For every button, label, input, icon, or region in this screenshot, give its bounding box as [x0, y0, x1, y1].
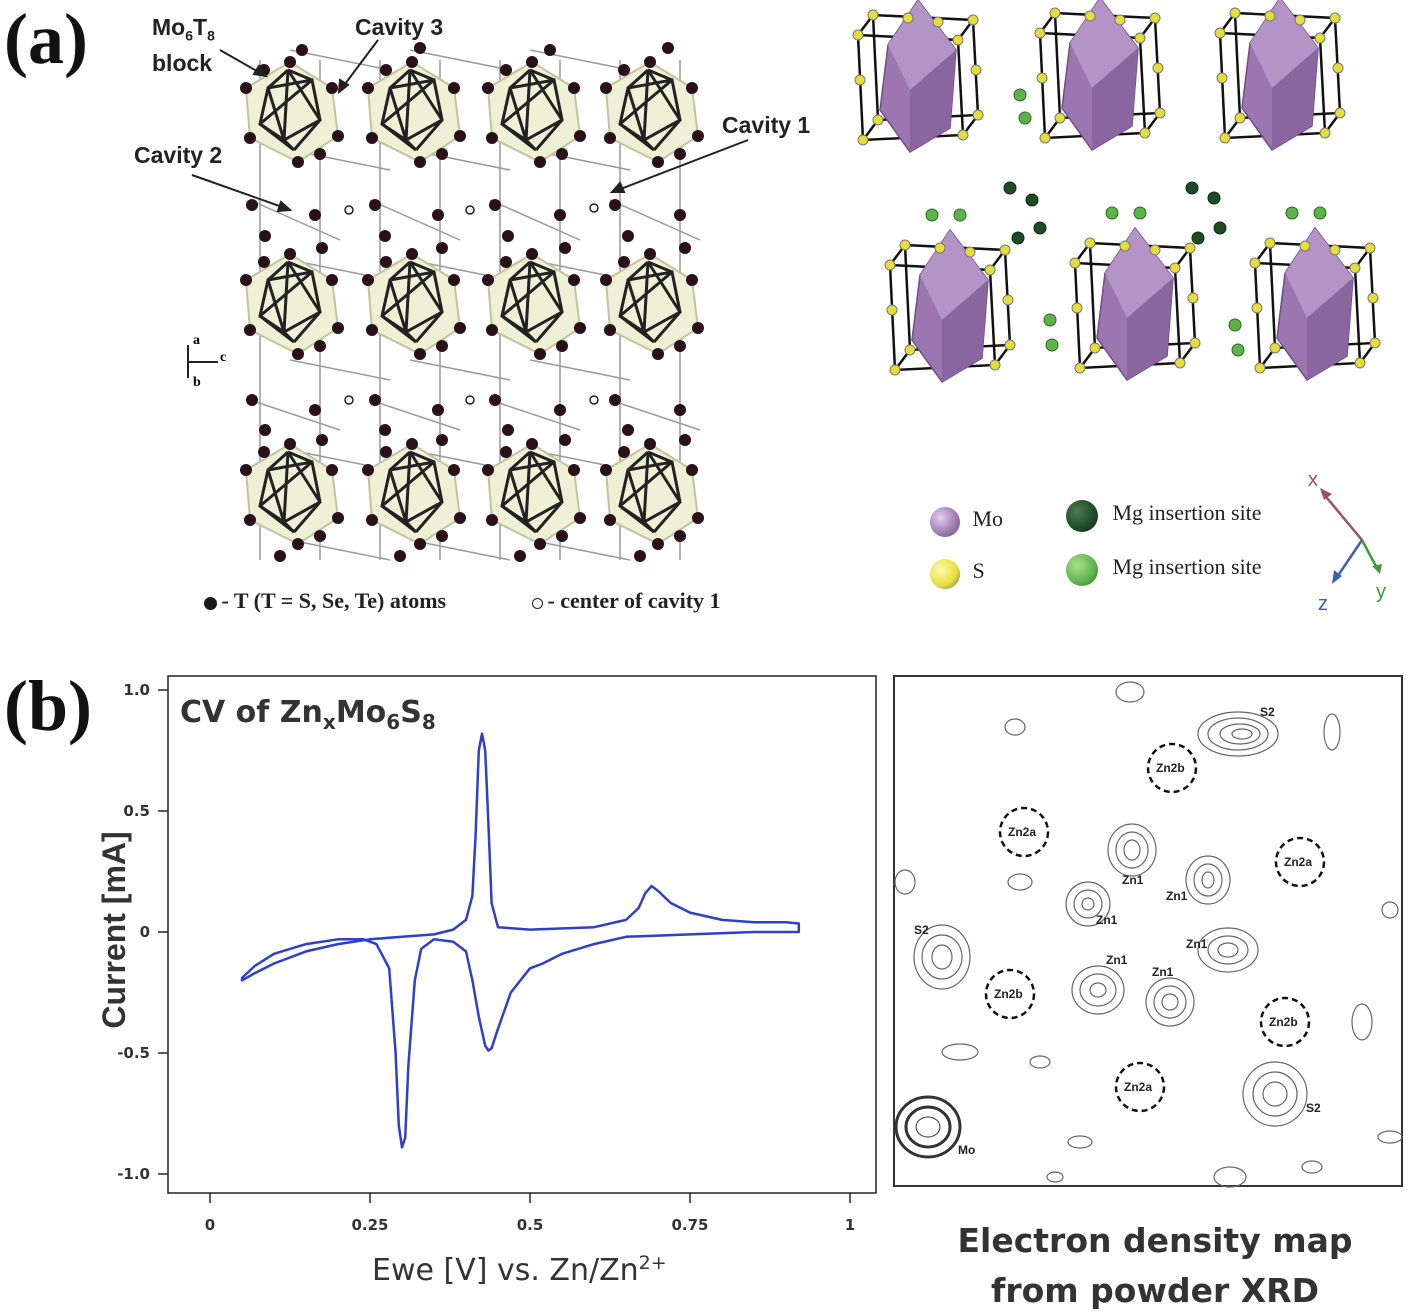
- cv-ytick-label: 1.0: [123, 681, 150, 699]
- cv-xtick-label: 0.25: [351, 1216, 388, 1234]
- axis-c-label: c: [220, 350, 227, 365]
- map-label-zn2a-1: Zn2a: [1008, 825, 1036, 839]
- block-label-t: T: [193, 14, 208, 40]
- map-label-zn1-6: Zn1: [1152, 965, 1174, 979]
- legend-t-atoms-text: - T (T = S, Se, Te) atoms: [221, 588, 447, 613]
- electron-density-map: S2 Zn2b Zn2a Zn1 Zn1 Zn2a Zn1 S2 Zn1 Zn1…: [893, 675, 1403, 1188]
- cv-ytick-label: 0.5: [123, 802, 150, 820]
- cv-xlabel-sup: 2+: [638, 1252, 667, 1274]
- density-map-caption: Electron density map from powder XRD: [900, 1216, 1410, 1316]
- mg-light-atom-icon: [1066, 554, 1098, 586]
- map-label-s2-left: S2: [914, 923, 929, 937]
- mo6t8-lattice-diagram: [187, 39, 749, 562]
- cv-title: CV of ZnxMo6S8: [180, 695, 436, 734]
- axis-y-label: y: [1376, 581, 1386, 603]
- panel-b-label: (b): [4, 666, 92, 746]
- panel-a-label: (a): [4, 0, 88, 79]
- cv-title-sub-x: x: [322, 710, 336, 734]
- legend-mg-site-dark: Mg insertion site: [1066, 500, 1262, 532]
- map-label-zn1-4: Zn1: [1186, 937, 1208, 951]
- cv-xtick-label: 0.5: [517, 1216, 544, 1234]
- legend-mg-site-light: Mg insertion site: [1066, 554, 1262, 586]
- cv-xtick-label: 0.75: [671, 1216, 708, 1234]
- legend-mg-site-light-text: Mg insertion site: [1112, 554, 1262, 580]
- cv-chart: 1.0 0.5 0 -0.5 -1.0 0 0.25 0.5 0.75 1 Current [m…: [96, 675, 877, 1234]
- map-label-zn1-2: Zn1: [1166, 889, 1188, 903]
- cv-plot-frame: [167, 675, 877, 1194]
- cavity-3-label: Cavity 3: [355, 14, 444, 40]
- block-label-mo: Mo: [152, 14, 186, 40]
- cv-xtick-label: 1: [845, 1216, 855, 1234]
- chevrel-crystal-structure: [851, 0, 1382, 384]
- cavity-2-label: Cavity 2: [134, 142, 223, 168]
- mo-atom-icon: [930, 506, 960, 537]
- cv-title-prefix: CV of Zn: [180, 695, 323, 730]
- cv-ytick-label: -1.0: [117, 1165, 150, 1183]
- block-label: Mo6T8 block: [152, 14, 215, 77]
- legend-t-atoms: - T (T = S, Se, Te) atoms: [204, 588, 446, 614]
- legend-mo-text: Mo: [972, 506, 1004, 531]
- cv-title-mo: Mo: [335, 695, 387, 730]
- map-label-zn2a-3: Zn2a: [1124, 1080, 1152, 1094]
- cv-ytick-label: -0.5: [117, 1044, 150, 1062]
- axis-b-label: b: [193, 375, 201, 390]
- block-label-word: block: [152, 49, 213, 76]
- cavity-1-label: Cavity 1: [722, 112, 811, 138]
- axis-a-label: a: [193, 333, 200, 348]
- cv-xtick-label: 0: [205, 1216, 215, 1234]
- axis-x-label: x: [1308, 470, 1318, 491]
- legend-mg-site-dark-text: Mg insertion site: [1112, 500, 1262, 526]
- map-label-zn2a-2: Zn2a: [1284, 855, 1312, 869]
- cv-title-sub-6: 6: [386, 710, 401, 734]
- legend-s-text: S: [972, 558, 985, 583]
- s-atom-icon: [930, 558, 960, 589]
- map-label-zn1-3: Zn1: [1096, 913, 1118, 927]
- map-label-mo: Mo: [958, 1143, 975, 1157]
- cv-title-sub-8: 8: [421, 710, 436, 734]
- legend-s: S: [930, 558, 985, 589]
- map-label-zn2b-2: Zn2b: [994, 987, 1023, 1001]
- block-label-sub2: 8: [207, 27, 215, 44]
- map-label-zn2b-1: Zn2b: [1156, 761, 1185, 775]
- cv-title-s: S: [400, 695, 422, 730]
- legend-cavity-center: - center of cavity 1: [532, 588, 721, 614]
- legend-mo: Mo: [930, 506, 1003, 537]
- open-dot-icon: [532, 598, 543, 610]
- map-label-s2-top: S2: [1260, 705, 1275, 719]
- xyz-axes-icon: x y z: [1308, 470, 1386, 615]
- cv-xlabel-text: Ewe [V] vs. Zn/Zn: [372, 1253, 639, 1288]
- filled-dot-icon: [204, 597, 217, 611]
- legend-cavity-center-text: - center of cavity 1: [547, 588, 721, 613]
- mg-dark-atom-icon: [1066, 500, 1098, 532]
- map-label-zn1-1: Zn1: [1122, 873, 1144, 887]
- cv-series-line: [240, 732, 801, 1149]
- cv-ytick-label: 0: [140, 923, 150, 941]
- block-label-sub1: 6: [185, 27, 194, 44]
- map-label-zn2b-3: Zn2b: [1269, 1015, 1298, 1029]
- density-map-caption-line1: Electron density map: [957, 1221, 1353, 1260]
- map-label-zn1-5: Zn1: [1106, 953, 1128, 967]
- cv-ylabel: Current [mA]: [96, 831, 132, 1028]
- map-label-s2-bottom: S2: [1306, 1101, 1321, 1115]
- density-map-caption-line2: from powder XRD: [991, 1271, 1319, 1310]
- cv-xlabel: Ewe [V] vs. Zn/Zn2+: [372, 1252, 667, 1288]
- axis-z-label: z: [1318, 593, 1328, 615]
